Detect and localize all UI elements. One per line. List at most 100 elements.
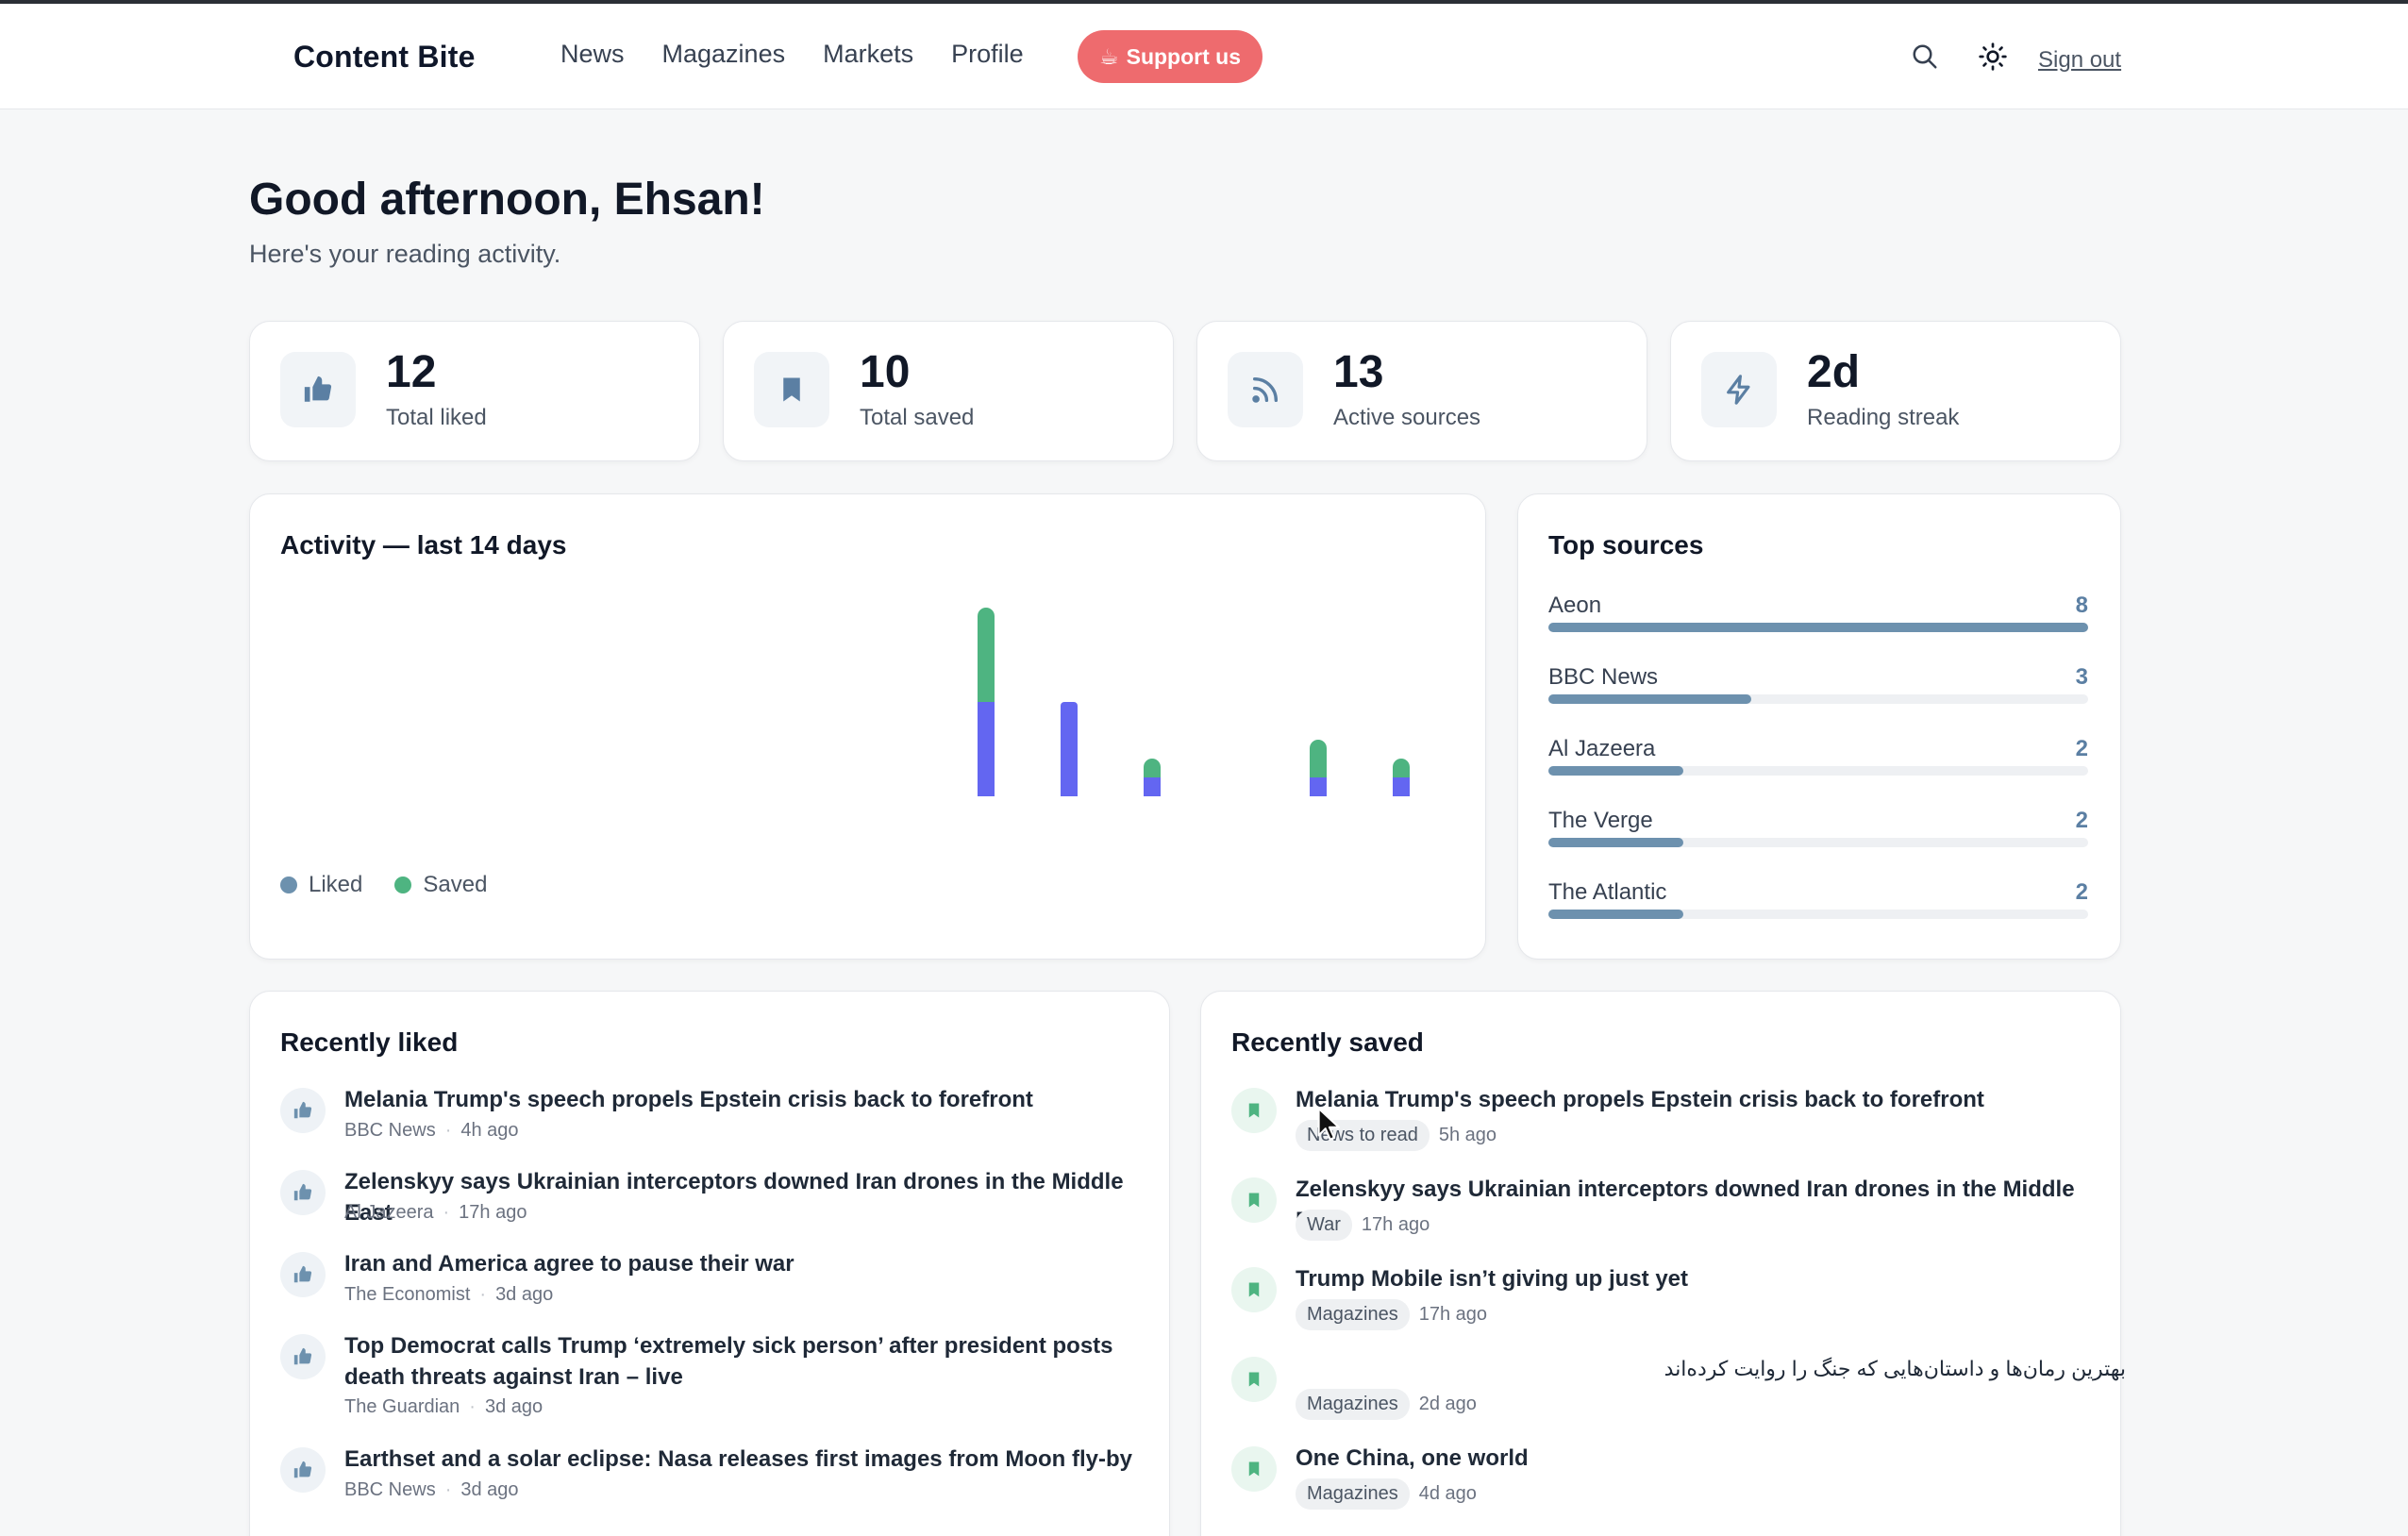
nav-link-markets[interactable]: Markets (823, 40, 914, 68)
source-name: Aeon (1548, 593, 1602, 618)
source-count: 2 (2075, 808, 2088, 833)
thumbs-up-icon (280, 1088, 326, 1133)
article-title[interactable]: Earthset and a solar eclipse: Nasa relea… (344, 1446, 1132, 1472)
source-name: The Atlantic (1548, 879, 1667, 905)
recently-liked-title: Recently liked (280, 1027, 459, 1057)
thumbs-up-icon (280, 1334, 326, 1379)
article-time: 4h ago (460, 1120, 519, 1141)
collection-tag[interactable]: Magazines (1296, 1478, 1410, 1510)
recently-saved-card: Recently saved Melania Trump's speech pr… (1200, 991, 2126, 1536)
article-time: 3d ago (460, 1479, 519, 1500)
source-bar-fill (1548, 623, 2088, 632)
collection-tag[interactable]: Magazines (1296, 1389, 1410, 1420)
bookmark-icon (1231, 1357, 1277, 1402)
article-meta: Magazines 17h ago (1296, 1299, 1487, 1330)
stat-card-saved: 10 Total saved (723, 321, 1174, 461)
article-meta: Magazines 4d ago (1296, 1478, 1477, 1510)
source-name: Al Jazeera (1548, 736, 1656, 761)
legend-dot-liked (280, 877, 297, 893)
source-name: BBC News (1548, 664, 1659, 690)
article-title[interactable]: Iran and America agree to pause their wa… (344, 1251, 794, 1277)
search-icon[interactable] (1906, 38, 1944, 75)
meta-separator: · (444, 1479, 452, 1500)
bar-saved-day-11 (1144, 759, 1161, 777)
activity-chart-card: Activity — last 14 days Liked Saved (249, 493, 1486, 960)
brand-logo[interactable]: Content Bite (293, 40, 476, 74)
sign-out-link[interactable]: Sign out (2038, 47, 2122, 73)
article-title[interactable]: بهترین رمان‌ها و داستان‌هایی که جنگ را ر… (1664, 1357, 2126, 1380)
source-row[interactable]: Al Jazeera 2 (1548, 736, 2088, 776)
navbar: Content Bite News Magazines Markets Prof… (0, 4, 2408, 109)
rss-icon (1228, 352, 1303, 427)
theme-toggle-sun-icon[interactable] (1974, 38, 2012, 75)
source-bar-track (1548, 623, 2088, 632)
article-meta: War 17h ago (1296, 1210, 1430, 1241)
source-row[interactable]: The Atlantic 2 (1548, 879, 2088, 919)
bar-liked-day-9 (978, 702, 995, 796)
bookmark-icon (1231, 1446, 1277, 1492)
article-time: 2d ago (1418, 1394, 1477, 1414)
thumbs-up-icon (280, 352, 356, 427)
lightning-icon (1701, 352, 1777, 427)
collection-tag[interactable]: War (1296, 1210, 1352, 1241)
stat-label: Active sources (1333, 405, 1481, 430)
legend-dot-saved (394, 877, 412, 893)
stat-card-liked: 12 Total liked (249, 321, 700, 461)
top-sources-card: Top sources Aeon 8 BBC News 3 Al Jazeera… (1517, 493, 2121, 960)
article-title[interactable]: Melania Trump's speech propels Epstein c… (1296, 1087, 1984, 1112)
legend-item-liked: Liked (280, 872, 362, 898)
stat-label: Total saved (860, 405, 975, 430)
bar-liked-day-10 (1061, 702, 1078, 796)
article-title[interactable]: Zelenskyy says Ukrainian interceptors do… (1296, 1177, 2075, 1233)
stat-card-sources: 13 Active sources (1196, 321, 1647, 461)
coffee-icon: ☕ (1098, 43, 1119, 69)
legend-label-saved: Saved (423, 872, 488, 897)
bar-saved-day-14 (1393, 759, 1410, 777)
article-title[interactable]: Zelenskyy says Ukrainian interceptors do… (344, 1169, 1124, 1226)
source-count: 2 (2075, 879, 2088, 905)
meta-separator: · (443, 1202, 450, 1223)
article-source: BBC News (344, 1479, 436, 1500)
meta-separator: · (444, 1120, 452, 1141)
article-time: 3d ago (495, 1284, 554, 1305)
bar-liked-day-11 (1144, 777, 1161, 796)
article-time: 4d ago (1418, 1483, 1477, 1504)
legend-label-liked: Liked (309, 872, 363, 897)
thumbs-up-icon (280, 1170, 326, 1215)
nav-link-news[interactable]: News (560, 40, 625, 68)
mouse-cursor-icon (1317, 1107, 1341, 1141)
recently-saved-title: Recently saved (1231, 1027, 1424, 1057)
article-title[interactable]: One China, one world (1296, 1445, 1529, 1471)
article-title[interactable]: Trump Mobile isn’t giving up just yet (1296, 1266, 1689, 1292)
source-bar-fill (1548, 838, 1683, 847)
article-time: 17h ago (459, 1202, 527, 1223)
support-us-button[interactable]: ☕ Support us (1078, 30, 1263, 83)
bar-liked-day-14 (1393, 777, 1410, 796)
bar-saved-day-9 (978, 608, 995, 702)
nav-link-magazines[interactable]: Magazines (661, 40, 786, 68)
source-row[interactable]: BBC News 3 (1548, 664, 2088, 704)
chart-legend: Liked Saved (280, 872, 487, 898)
source-row[interactable]: The Verge 2 (1548, 808, 2088, 847)
source-bar-track (1548, 694, 2088, 704)
stat-card-streak: 2d Reading streak (1670, 321, 2121, 461)
nav-link-profile[interactable]: Profile (951, 40, 1024, 68)
stat-value: 2d (1807, 347, 1861, 397)
stat-value: 10 (860, 347, 911, 397)
article-title[interactable]: Melania Trump's speech propels Epstein c… (344, 1087, 1033, 1112)
source-bar-track (1548, 766, 2088, 776)
collection-tag[interactable]: Magazines (1296, 1299, 1410, 1330)
main-nav: News Magazines Markets Profile (560, 40, 1024, 69)
page-subtitle: Here's your reading activity. (249, 240, 561, 268)
source-count: 3 (2075, 664, 2088, 690)
stat-label: Reading streak (1807, 405, 1960, 430)
page-greeting: Good afternoon, Ehsan! (249, 175, 765, 225)
source-row[interactable]: Aeon 8 (1548, 593, 2088, 632)
support-us-label: Support us (1126, 43, 1241, 69)
source-bar-track (1548, 838, 2088, 847)
article-source: The Guardian (344, 1396, 460, 1417)
article-title[interactable]: Top Democrat calls Trump ‘extremely sick… (344, 1333, 1113, 1390)
bar-saved-day-13 (1310, 740, 1327, 777)
bookmark-icon (1231, 1267, 1277, 1312)
meta-separator: · (469, 1396, 476, 1417)
